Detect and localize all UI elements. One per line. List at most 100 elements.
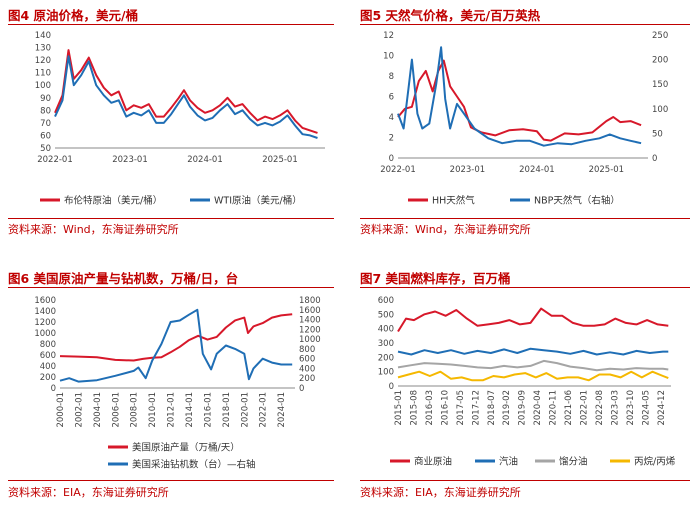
- panel6-title: 图6 美国原油产量与钻机数，万桶/日，台: [8, 271, 239, 286]
- p6-yright-tick: 1000: [299, 335, 321, 345]
- p5-x-tick: 2024-01: [519, 165, 555, 175]
- p4-series-1-line: [54, 55, 318, 139]
- p7-yleft-tick: 0: [389, 382, 394, 392]
- p5-legend-1-label: NBP天然气（右轴）: [534, 195, 620, 207]
- p5-series-0-line: [397, 59, 642, 142]
- p5-yright-tick: 0: [652, 154, 657, 164]
- p6-x-tick: 2008-01: [130, 392, 140, 428]
- p5-yright-tick: 200: [652, 56, 668, 66]
- p7-legend-1-label: 汽油: [499, 456, 518, 468]
- p7-x-tick: 2016-10: [440, 390, 450, 426]
- panel6-source: 资料来源：EIA，东海证券研究所: [8, 486, 169, 499]
- p6-x-tick: 2014-01: [185, 392, 195, 428]
- p4-yleft-tick: 120: [35, 56, 51, 66]
- p6-series-1-line: [59, 308, 293, 383]
- p6-yleft-tick: 800: [40, 340, 56, 350]
- p4-yleft-tick: 50: [40, 144, 51, 154]
- p6-yleft-tick: 1600: [34, 296, 56, 306]
- p7-series-0-line: [397, 307, 669, 333]
- p5-yleft-tick: 8: [389, 72, 394, 82]
- panel5-title-rule: [360, 24, 690, 25]
- p7-x-tick: 2021-06: [564, 390, 574, 426]
- panel6-title-rule: [8, 287, 334, 288]
- p6-yright-tick: 400: [299, 364, 315, 374]
- p5-x-tick: 2023-01: [450, 165, 486, 175]
- panel7-source: 资料来源：EIA，东海证券研究所: [360, 486, 521, 499]
- p7-x-tick: 2017-05: [456, 390, 466, 426]
- p6-yleft-tick: 0: [51, 384, 56, 394]
- p4-legend-0-label: 布伦特原油（美元/桶）: [64, 195, 162, 207]
- p7-legend-3-label: 丙烷/丙烯: [634, 456, 676, 468]
- p5-yright-tick: 150: [652, 80, 668, 90]
- p6-yright-tick: 600: [299, 355, 315, 365]
- p6-x-tick: 2020-01: [240, 392, 250, 428]
- p7-series-1-line: [397, 347, 669, 356]
- panel4-source: 资料来源：Wind，东海证券研究所: [8, 223, 179, 236]
- p7-yleft-tick: 400: [378, 325, 394, 335]
- p6-x-tick: 2010-01: [148, 392, 158, 428]
- p5-yleft-tick: 4: [389, 113, 394, 123]
- p7-x-tick: 2024-12: [657, 390, 667, 426]
- p7-series-2-line: [397, 359, 669, 372]
- p7-x-tick: 2017-12: [471, 390, 481, 426]
- p6-yleft-tick: 1400: [34, 307, 56, 317]
- p7-x-tick: 2023-03: [610, 390, 620, 426]
- p7-x-tick: 2015-01: [394, 390, 404, 426]
- p6-yright-tick: 1800: [299, 296, 321, 306]
- p4-x-tick: 2022-01: [37, 155, 73, 165]
- p5-x-tick: 2022-01: [380, 165, 416, 175]
- p7-x-tick: 2023-10: [626, 390, 636, 426]
- p4-yleft-tick: 80: [40, 106, 51, 116]
- p4-yleft-tick: 140: [35, 31, 51, 41]
- p5-yleft-tick: 2: [389, 134, 394, 144]
- p6-x-tick: 2024-01: [277, 392, 287, 428]
- p6-yright-tick: 0: [299, 384, 304, 394]
- p4-legend-1-label: WTI原油（美元/桶）: [214, 195, 302, 207]
- p4-yleft-tick: 70: [40, 119, 51, 129]
- p4-yleft-tick: 110: [35, 69, 51, 79]
- panel4-bottom-rule: [8, 218, 334, 219]
- p7-yleft-tick: 300: [378, 339, 394, 349]
- p6-yleft-tick: 1000: [34, 329, 56, 339]
- p7-yleft-tick: 100: [378, 368, 394, 378]
- p6-yright-tick: 1600: [299, 306, 321, 316]
- p7-yleft-tick: 200: [378, 353, 394, 363]
- p4-x-tick: 2024-01: [187, 155, 223, 165]
- p4-yleft-tick: 130: [35, 44, 51, 54]
- p4-yleft-tick: 90: [40, 94, 51, 104]
- p5-series-1-line: [397, 46, 642, 147]
- p5-legend-0-label: HH天然气: [432, 195, 475, 207]
- p7-legend-0-label: 商业原油: [414, 456, 452, 468]
- p4-x-tick: 2023-01: [112, 155, 148, 165]
- p6-x-tick: 2016-01: [203, 392, 213, 428]
- panel4-title: 图4 原油价格，美元/桶: [8, 8, 139, 23]
- p7-x-tick: 2019-02: [502, 390, 512, 426]
- panel7-title: 图7 美国燃料库存，百万桶: [360, 271, 511, 286]
- p6-yleft-tick: 600: [40, 351, 56, 361]
- p6-x-tick: 2012-01: [167, 392, 177, 428]
- p4-x-tick: 2025-01: [262, 155, 298, 165]
- p4-series-0-line: [54, 49, 318, 134]
- p5-yright-tick: 100: [652, 105, 668, 115]
- p7-x-tick: 2020-04: [533, 390, 543, 426]
- p6-yright-tick: 800: [299, 345, 315, 355]
- p6-yright-tick: 200: [299, 374, 315, 384]
- panel5-bottom-rule: [360, 218, 690, 219]
- p6-x-tick: 2006-01: [111, 392, 121, 428]
- p6-series-0-line: [59, 313, 293, 362]
- p5-yleft-tick: 12: [383, 31, 394, 41]
- p7-x-tick: 2022-01: [580, 390, 590, 426]
- p5-yright-tick: 50: [652, 129, 663, 139]
- p6-x-tick: 2004-01: [93, 392, 103, 428]
- p7-x-tick: 2016-03: [425, 390, 435, 426]
- p6-legend-1-label: 美国采油钻机数（台）—右轴: [132, 459, 256, 471]
- p6-x-tick: 2022-01: [259, 392, 269, 428]
- panel5-title: 图5 天然气价格，美元/百万英热: [360, 8, 541, 23]
- p6-yright-tick: 1400: [299, 316, 321, 326]
- panel6-bottom-rule: [8, 480, 334, 481]
- p6-x-tick: 2000-01: [56, 392, 66, 428]
- p6-x-tick: 2002-01: [74, 392, 84, 428]
- p6-yleft-tick: 1200: [34, 318, 56, 328]
- p7-legend-2-label: 馏分油: [559, 456, 588, 468]
